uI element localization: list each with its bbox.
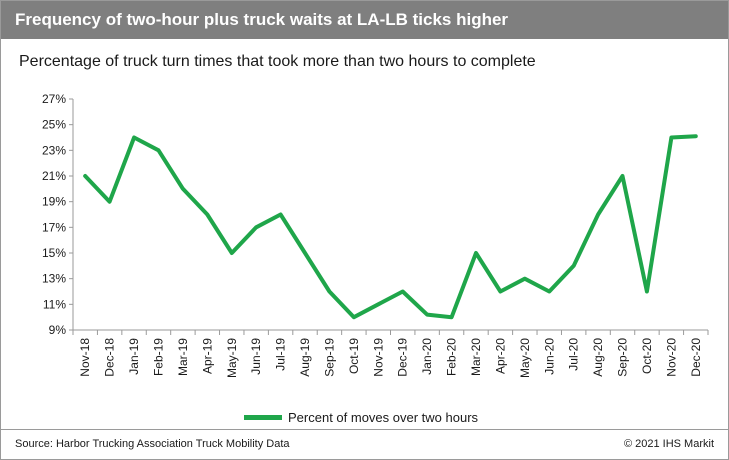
y-tick-label: 25% [42,118,66,132]
y-axis-ticks: 9% 11% 13% 15% 17% 19% 21% 23% 25% 27% [42,92,73,337]
x-tick-label: Jan-19 [127,338,141,375]
source-note: Source: Harbor Trucking Association Truc… [15,438,290,450]
legend-swatch [244,415,282,420]
y-tick-label: 13% [42,272,66,286]
x-tick-label: Aug-20 [591,338,605,377]
x-tick-label: Feb-20 [445,338,459,376]
chart-subtitle: Percentage of truck turn times that took… [19,53,536,70]
x-tick-label: Oct-19 [347,338,361,374]
series-lines [83,134,698,320]
legend: Percent of moves over two hours [244,410,478,425]
x-tick-label: Jun-19 [249,338,263,375]
x-tick-label: May-19 [225,338,239,378]
x-tick-label: Sep-19 [322,338,336,377]
y-tick-label: 11% [43,297,66,311]
x-tick-label: Apr-20 [493,338,507,374]
x-tick-label: Jan-20 [420,338,434,375]
line-chart: 9% 11% 13% 15% 17% 19% 21% 23% 25% 27% Nov-18 Dec-… [42,92,709,378]
x-tick-label: Nov-20 [664,338,678,377]
x-tick-label: Feb-19 [151,338,165,376]
x-tick-label: Aug-19 [298,338,312,377]
legend-label: Percent of moves over two hours [288,410,479,425]
chart-header-title: Frequency of two-hour plus truck waits a… [15,10,509,29]
x-tick-label: May-20 [518,338,532,378]
x-tick-label: Sep-20 [616,338,630,377]
title-bar: Frequency of two-hour plus truck waits a… [1,1,728,39]
y-tick-label: 9% [49,323,67,337]
x-tick-label: Dec-18 [103,338,117,377]
x-tick-label: Nov-19 [371,338,385,377]
x-tick-label: Jul-20 [567,338,581,371]
y-tick-label: 19% [42,195,66,209]
y-tick-label: 21% [42,169,66,183]
x-tick-label: Jul-19 [274,338,288,371]
y-tick-label: 27% [42,92,66,106]
x-tick-label: Dec-19 [396,338,410,377]
y-tick-label: 23% [42,143,66,157]
chart-axes [72,99,708,331]
x-tick-label: Nov-18 [78,338,92,377]
x-tick-label: Mar-19 [176,338,190,376]
x-tick-label: Apr-19 [200,338,214,374]
y-tick-label: 17% [42,220,66,234]
x-axis-ticks: Nov-18 Dec-18 Jan-19 Feb-19 Mar-19 Apr-19 May-… [72,330,709,378]
x-tick-label: Oct-20 [640,338,654,374]
footer: Source: Harbor Trucking Association Truc… [1,429,728,460]
x-tick-label: Jun-20 [542,338,556,375]
series-line [83,134,698,320]
x-tick-label: Mar-20 [469,338,483,376]
x-tick-label: Dec-20 [689,338,703,377]
copyright-note: © 2021 IHS Markit [623,438,714,450]
y-tick-label: 15% [42,246,66,260]
